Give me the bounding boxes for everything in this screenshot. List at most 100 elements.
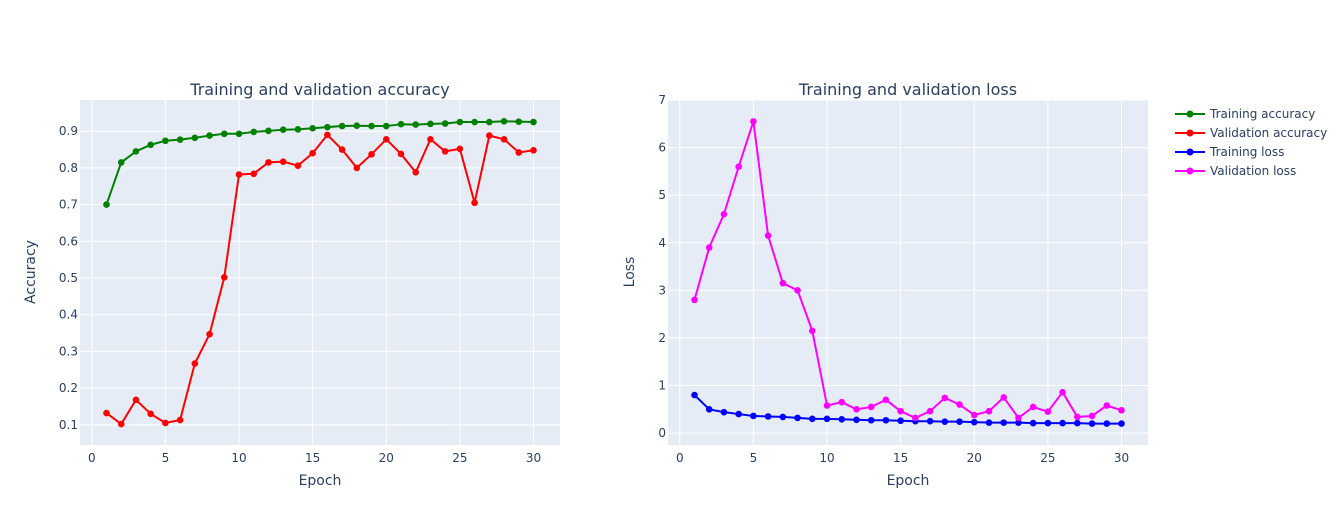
training-loss-point: [926, 417, 934, 425]
validation-loss-point: [1088, 412, 1096, 420]
validation-loss-point: [970, 411, 978, 419]
accuracy-y-axis-title: Accuracy: [23, 240, 39, 304]
accuracy-y-tick-label: 0.2: [59, 381, 78, 395]
legend-marker-training-accuracy: [1186, 110, 1194, 118]
loss-x-tick-label: 25: [1040, 451, 1055, 465]
training-loss-point: [764, 413, 772, 420]
accuracy-y-tick-label: 0.4: [59, 308, 78, 322]
validation-accuracy-point: [176, 416, 184, 424]
validation-loss-point: [1015, 414, 1022, 422]
accuracy-x-tick-label: 10: [231, 451, 246, 465]
validation-accuracy-point: [309, 149, 316, 157]
training-accuracy-point: [191, 134, 199, 142]
training-loss-point: [720, 408, 728, 416]
training-accuracy-point: [235, 130, 243, 138]
accuracy-x-tick-label: 5: [162, 451, 170, 465]
training-loss-point: [867, 416, 875, 424]
validation-accuracy-point: [294, 162, 302, 169]
legend-marker-validation-loss: [1186, 167, 1194, 175]
loss-y-tick-label: 2: [658, 331, 666, 345]
validation-accuracy-point: [220, 273, 228, 281]
loss-x-tick-label: 15: [893, 451, 908, 465]
validation-loss-point: [1044, 408, 1052, 415]
accuracy-x-axis-title: Epoch: [299, 473, 342, 489]
training-accuracy-point: [412, 121, 420, 128]
training-accuracy-point: [147, 141, 154, 149]
legend-label-training-loss: Training loss: [1209, 145, 1284, 159]
training-loss-point: [1059, 419, 1066, 427]
loss-y-tick-label: 1: [658, 379, 666, 393]
validation-accuracy-point: [456, 145, 464, 153]
training-accuracy-point: [309, 124, 316, 132]
training-loss-point: [1074, 419, 1081, 427]
training-accuracy-point: [117, 159, 125, 166]
validation-loss-point: [1059, 388, 1066, 396]
legend-item-validation-accuracy[interactable]: Validation accuracy: [1175, 126, 1327, 140]
training-accuracy-point: [353, 122, 361, 129]
training-loss-point: [691, 391, 698, 399]
training-accuracy-point: [486, 118, 493, 126]
validation-loss-point: [720, 210, 728, 218]
validation-loss-point: [912, 414, 919, 422]
loss-y-tick-label: 4: [658, 236, 666, 250]
accuracy-y-tick-label: 0.6: [59, 234, 78, 248]
accuracy-y-tick-label: 0.3: [59, 344, 78, 358]
validation-accuracy-point: [515, 149, 523, 156]
training-loss-point: [1029, 419, 1037, 427]
training-loss-point: [1103, 420, 1111, 427]
legend: Training accuracy Validation accuracy Tr…: [1175, 107, 1327, 178]
validation-accuracy-point: [353, 164, 361, 172]
training-accuracy-point: [250, 128, 258, 136]
training-accuracy-point: [206, 132, 213, 139]
training-loss-point: [838, 416, 846, 423]
training-loss-point: [1118, 420, 1125, 427]
training-accuracy-point: [220, 130, 228, 138]
accuracy-y-tick-label: 0.9: [59, 124, 78, 138]
validation-loss-point: [794, 287, 801, 294]
training-accuracy-point: [279, 126, 287, 134]
legend-item-training-accuracy[interactable]: Training accuracy: [1175, 107, 1315, 121]
validation-accuracy-point: [324, 131, 331, 139]
training-loss-point: [1044, 419, 1052, 427]
training-loss-point: [941, 418, 949, 425]
accuracy-x-tick-label: 25: [452, 451, 467, 465]
validation-loss-point: [882, 396, 890, 404]
loss-y-tick-label: 3: [658, 283, 666, 297]
validation-loss-point: [705, 244, 713, 251]
legend-item-validation-loss[interactable]: Validation loss: [1175, 164, 1296, 178]
loss-subplot: 0 5 10 15 20 25 30 0 1 2 3 4 5 6 7 Training and valida…: [622, 80, 1148, 489]
validation-loss-point: [956, 401, 963, 408]
loss-x-tick-label: 5: [750, 451, 758, 465]
accuracy-marks: [103, 117, 537, 428]
validation-accuracy-point: [368, 151, 375, 158]
accuracy-chart-title: Training and validation accuracy: [189, 80, 449, 99]
loss-y-tick-label: 7: [658, 93, 666, 107]
training-accuracy-point: [441, 120, 449, 127]
validation-accuracy-point: [471, 199, 478, 207]
accuracy-y-tick-label: 0.1: [59, 418, 78, 432]
validation-accuracy-point: [117, 420, 125, 428]
validation-loss-point: [764, 232, 772, 239]
training-accuracy-point: [368, 122, 375, 130]
accuracy-tick-labels: 0 5 10 15 20 25 30 0.1 0.2 0.3 0.4 0.5 0.6 0.7 0.8 0.9: [59, 124, 541, 465]
training-loss-point: [970, 418, 978, 426]
legend-marker-training-loss: [1186, 148, 1194, 156]
loss-marks: [691, 118, 1125, 427]
accuracy-y-tick-label: 0.7: [59, 198, 78, 212]
validation-loss-point: [779, 279, 787, 287]
validation-loss-point: [838, 398, 846, 406]
training-accuracy-point: [397, 120, 405, 128]
validation-accuracy-point: [530, 146, 537, 154]
training-accuracy-point: [324, 123, 331, 131]
legend-item-training-loss[interactable]: Training loss: [1175, 145, 1284, 159]
validation-accuracy-point: [500, 135, 508, 143]
training-accuracy-point: [427, 120, 434, 128]
training-loss-point: [705, 406, 713, 413]
legend-label-validation-accuracy: Validation accuracy: [1210, 126, 1327, 140]
accuracy-x-tick-label: 20: [379, 451, 394, 465]
validation-accuracy-point: [191, 360, 199, 367]
training-accuracy-point: [471, 118, 478, 126]
training-loss-point: [808, 415, 816, 423]
accuracy-x-tick-label: 15: [305, 451, 320, 465]
